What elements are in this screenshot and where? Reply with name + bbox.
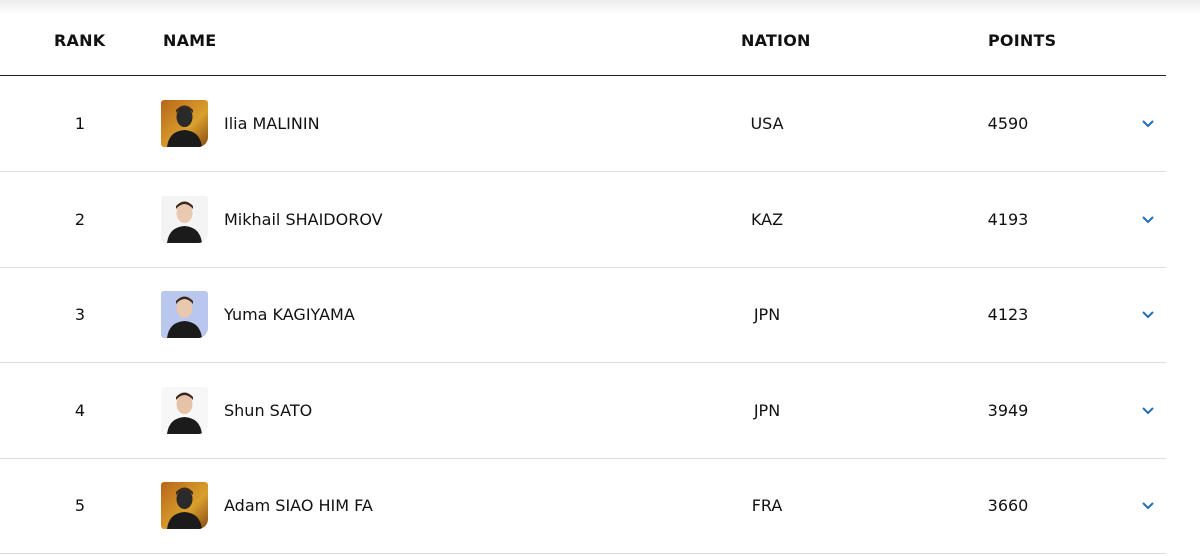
expand-chevron[interactable] [1140, 498, 1156, 512]
rank: 4 [74, 400, 86, 420]
nation: JPN [753, 400, 781, 420]
points: 3949 [987, 400, 1029, 420]
rank: 5 [74, 496, 86, 515]
athlete-name: Mikhail SHAIDOROV [224, 209, 383, 229]
chevron-icon[interactable] [1140, 117, 1156, 131]
table-row: 2 Mikhail SHAIDOROV KAZ 4193 [0, 172, 1166, 268]
avatar-figure [167, 105, 202, 147]
table-row: 4 Shun SATO JPN 3949 [0, 363, 1166, 459]
nation: FRA [751, 496, 783, 515]
rank: 3 [74, 305, 86, 324]
points: 4123 [987, 305, 1029, 324]
table-row: 1 Ilia MALININ USA 4590 [0, 76, 1166, 172]
col-name: NAME [163, 31, 217, 50]
expand-chevron[interactable] [1140, 307, 1156, 321]
chevron-icon[interactable] [1140, 404, 1156, 418]
col-points: POINTS [988, 31, 1057, 50]
avatar [161, 291, 208, 338]
athlete-name: Yuma KAGIYAMA [224, 305, 355, 324]
expand-chevron[interactable] [1140, 116, 1156, 130]
table-row: 5 Adam SIAO HIM FA FRA 3660 [0, 458, 1166, 554]
nation: JPN [753, 305, 781, 324]
chevron-icon[interactable] [1140, 499, 1156, 513]
points: 3660 [987, 496, 1029, 515]
avatar [161, 482, 208, 529]
rank: 1 [74, 114, 86, 133]
athlete-name: Adam SIAO HIM FA [224, 496, 373, 515]
athlete-name: Ilia MALININ [224, 114, 320, 133]
points: 4590 [987, 114, 1029, 133]
top-shade [0, 0, 1200, 14]
col-nation: NATION [741, 31, 811, 50]
avatar [161, 100, 208, 147]
chevron-icon[interactable] [1140, 308, 1156, 322]
chevron-icon[interactable] [1140, 213, 1156, 227]
athlete-name: Shun SATO [224, 400, 313, 420]
table-row: 3 Yuma KAGIYAMA JPN 4123 [0, 267, 1166, 363]
rank: 2 [74, 209, 86, 229]
table-header: RANK NAME NATION POINTS [0, 0, 1166, 76]
avatar [161, 386, 208, 434]
points: 4193 [987, 209, 1029, 229]
expand-chevron[interactable] [1140, 403, 1156, 417]
avatar-figure [167, 392, 202, 434]
avatar-figure [167, 201, 202, 243]
col-rank: RANK [54, 31, 106, 50]
avatar-figure [167, 296, 202, 338]
nation: KAZ [750, 209, 784, 229]
expand-chevron[interactable] [1140, 212, 1156, 226]
avatar-figure [167, 487, 202, 529]
nation: USA [750, 114, 784, 133]
avatar [161, 195, 208, 243]
